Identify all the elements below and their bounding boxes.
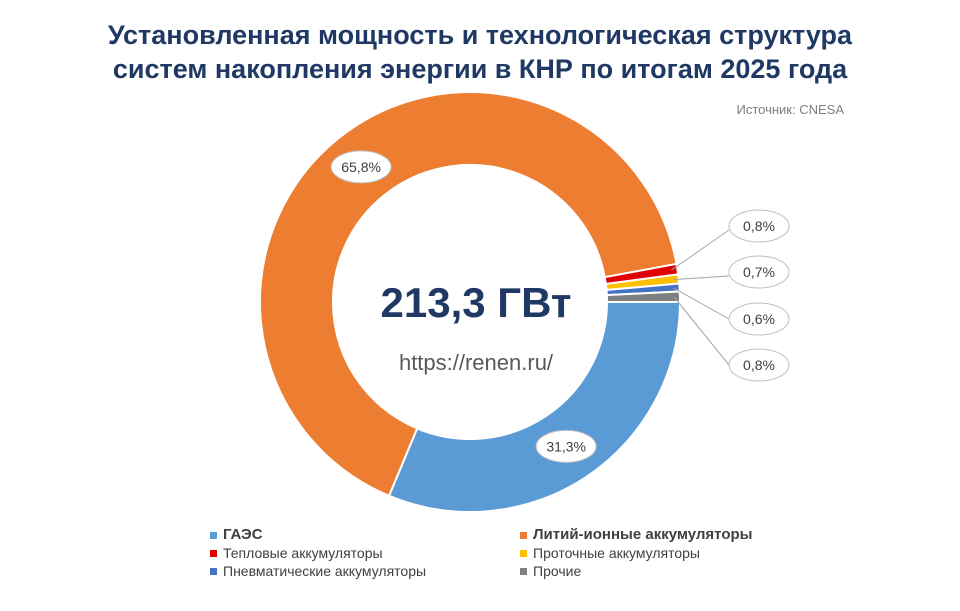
legend-item: Литий-ионные аккумуляторы xyxy=(520,526,810,544)
leader-line xyxy=(672,275,730,281)
center-total-value: 213,3 ГВт xyxy=(381,279,572,326)
source-note: Источник: CNESA xyxy=(736,102,844,117)
data-label-text: 0,8% xyxy=(743,218,775,234)
data-label-text: 0,8% xyxy=(743,357,775,373)
data-label: 0,7% xyxy=(728,255,790,289)
data-label: 0,6% xyxy=(728,302,790,336)
legend-swatch xyxy=(210,531,217,539)
data-label-text: 31,3% xyxy=(546,438,586,454)
legend-label: Тепловые аккумуляторы xyxy=(223,545,383,561)
chart-title: Установленная мощность и технологическая… xyxy=(0,18,960,86)
data-label: 65,8% xyxy=(330,150,392,184)
donut-slices xyxy=(259,91,682,513)
legend-label: ГАЭС xyxy=(223,526,263,543)
legend-swatch xyxy=(520,531,527,539)
legend-item: Тепловые аккумуляторы xyxy=(210,544,520,562)
leader-line xyxy=(671,229,730,271)
legend-label: Прочие xyxy=(533,563,582,579)
legend-item: Прочие xyxy=(520,562,810,580)
legend-swatch xyxy=(210,549,217,557)
legend-item: Пневматические аккумуляторы xyxy=(210,562,520,580)
donut-slice xyxy=(387,301,682,513)
data-label-text: 65,8% xyxy=(341,159,381,175)
donut-slice xyxy=(605,290,682,303)
legend-swatch xyxy=(210,567,217,575)
donut-slice xyxy=(259,91,678,498)
data-label: 0,8% xyxy=(728,209,790,243)
legend-swatch xyxy=(520,567,527,575)
leader-lines xyxy=(671,229,730,366)
chart-title-line-2: систем накопления энергии в КНР по итога… xyxy=(112,54,848,84)
legend-label: Литий-ионные аккумуляторы xyxy=(533,526,753,543)
legend-label: Проточные аккумуляторы xyxy=(533,545,700,561)
data-label-text: 0,7% xyxy=(743,264,775,280)
data-labels: 31,3% 65,8% 0,8% 0,7% 0,6% 0,8% xyxy=(330,150,790,463)
chart-title-line-1: Установленная мощность и технологическая… xyxy=(107,20,853,50)
legend-label: Пневматические аккумуляторы xyxy=(223,563,427,579)
data-label: 0,8% xyxy=(728,348,790,382)
data-label-text: 0,6% xyxy=(743,311,775,327)
data-label-bubble xyxy=(728,209,790,243)
data-label: 31,3% xyxy=(535,429,597,463)
data-label-bubble xyxy=(728,348,790,382)
data-label-bubble xyxy=(330,150,392,184)
chart-legend: ГАЭС Литий-ионные аккумуляторы Тепловые … xyxy=(210,526,810,580)
legend-item: ГАЭС xyxy=(210,526,520,544)
legend-item: Проточные аккумуляторы xyxy=(520,544,810,562)
data-label-bubble xyxy=(728,255,790,289)
leader-line xyxy=(673,287,730,320)
data-label-bubble xyxy=(535,429,597,463)
data-label-bubble xyxy=(728,302,790,336)
center-watermark-url: https://renen.ru/ xyxy=(399,350,554,375)
legend-swatch xyxy=(520,549,527,557)
leader-line xyxy=(673,296,730,366)
